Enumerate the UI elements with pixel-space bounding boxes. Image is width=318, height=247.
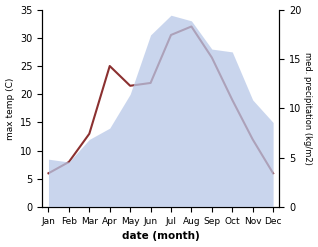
Y-axis label: med. precipitation (kg/m2): med. precipitation (kg/m2) xyxy=(303,52,313,165)
X-axis label: date (month): date (month) xyxy=(122,231,200,242)
Y-axis label: max temp (C): max temp (C) xyxy=(5,77,15,140)
